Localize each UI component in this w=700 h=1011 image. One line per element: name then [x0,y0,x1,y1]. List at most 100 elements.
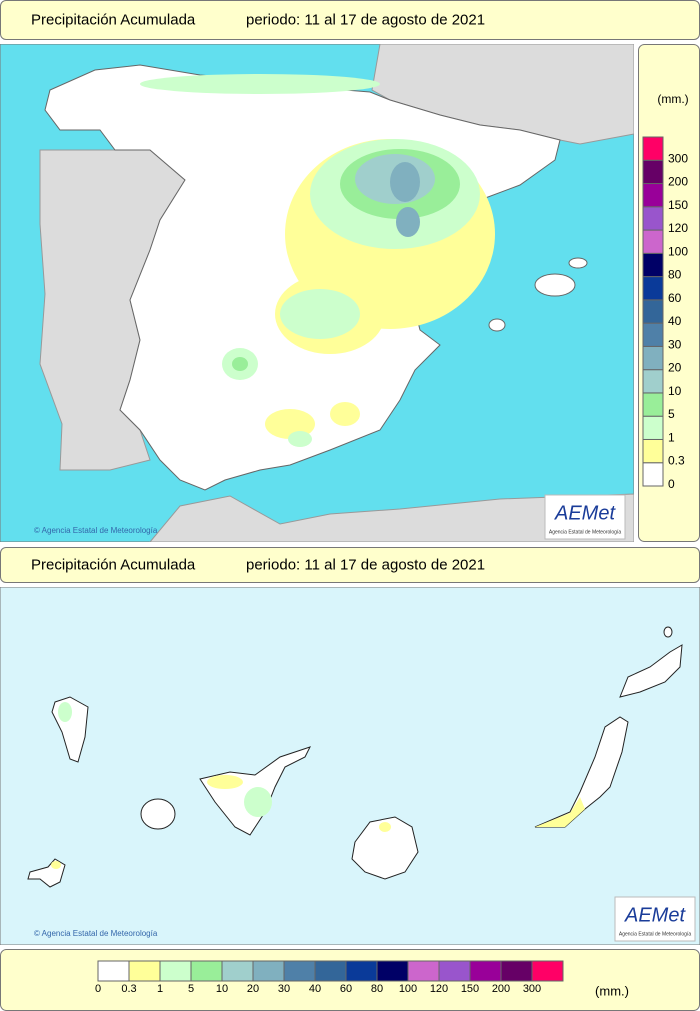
legend-label: 120 [430,983,448,995]
legend-label: 100 [399,983,417,995]
legend-label: 20 [247,983,259,995]
legend-swatch [642,276,664,301]
legend-label: 0.3 [668,454,685,468]
period: periodo: 11 al 17 de agosto de 2021 [246,11,486,29]
legend-swatch [252,960,285,982]
legend-swatch [221,960,254,982]
legend-swatch [438,960,471,982]
legend-label: 0 [668,477,675,491]
legend-label: 80 [668,268,682,282]
peninsula-map: © Agencia Estatal de Meteorología AEMet … [0,44,634,542]
map-shape [140,798,176,830]
legend-label: 1 [668,430,675,444]
legend-label: 200 [492,983,510,995]
legend-swatch [500,960,533,982]
map-shape [51,861,61,869]
frame [0,587,700,945]
credit: © Agencia Estatal de Meteorología [34,526,158,535]
legend-swatch [642,229,664,254]
map-shape [232,357,248,371]
legend-swatch [642,438,664,464]
logo-caption: Agencia Estatal de Meteorología [619,931,691,937]
map-shape [568,257,588,269]
legend-label: 30 [278,983,290,995]
title: Precipitación Acumulada [31,556,196,574]
map-shape [58,702,72,722]
legend-label: 30 [668,337,682,351]
legend-label: 120 [668,221,688,235]
legend-label: 40 [309,983,321,995]
legend-label: 20 [668,361,682,375]
legend-swatch [376,960,409,982]
legend-label: 5 [188,983,194,995]
frame [614,896,696,942]
legend-label: 0.3 [121,983,136,995]
legend-swatch [642,252,664,278]
legend-swatch [642,322,664,347]
map-shape [330,402,360,426]
map-shape [534,273,576,297]
map-shape [288,431,312,447]
map-shape [396,207,420,237]
map-shape [244,787,272,817]
map-shape [140,74,380,94]
legend-label: 10 [216,983,228,995]
canarias-map: © Agencia Estatal de Meteorología AEMet … [0,587,700,945]
map-shape [663,626,673,638]
legend-swatch [642,462,664,487]
logo: AEMet [624,904,686,926]
legend-swatch [642,392,664,417]
legend-swatch [642,299,664,324]
map-shape [488,318,506,332]
legend-label: 10 [668,384,682,398]
legend-label: 60 [668,291,682,305]
legend-swatch [642,369,664,394]
legend-label: 5 [668,407,675,421]
logo: AEMet [554,502,616,524]
legend-label: 1 [157,983,163,995]
map-shape [207,775,243,789]
frame [544,494,626,540]
legend-label: 100 [668,244,688,258]
legend-swatch [97,960,130,982]
period: periodo: 11 al 17 de agosto de 2021 [246,556,486,574]
legend-label: 40 [668,314,682,328]
map-shape [149,493,634,542]
legend-swatch [642,136,664,161]
legend-swatch [314,960,347,982]
legend-swatch [642,345,664,371]
legend-label: 60 [340,983,352,995]
legend-label: 150 [461,983,479,995]
legend-swatch [159,960,192,982]
credit: © Agencia Estatal de Meteorología [34,929,158,938]
legend-label: 300 [668,151,688,165]
legend-label: 0 [95,983,101,995]
legend-swatch [469,960,502,982]
map-shape [390,162,420,202]
legend-label: 80 [371,983,383,995]
legend-swatch [345,960,378,982]
header: Precipitación Acumulada periodo: 11 al 1… [0,0,700,40]
map-shape [619,644,683,698]
legend-swatch [128,960,161,982]
legend-label: 150 [668,198,688,212]
legend-swatch [642,415,664,440]
horizontal-legend: (mm.) 0 0.3 1 5 10 20 30 40 60 80 100 120 150 200 300 [0,949,700,1011]
map-shape [280,289,360,339]
legend-swatch [283,960,316,982]
legend-label: 300 [523,983,541,995]
legend-label: 200 [668,175,688,189]
legend-swatch [531,960,564,982]
legend-unit: (mm.) [595,983,629,998]
title: Precipitación Acumulada [31,11,196,29]
legend-unit: (mm.) [657,92,688,106]
legend-swatch [642,183,664,208]
map-shape [379,822,391,832]
header: Precipitación Acumulada periodo: 11 al 1… [0,547,700,583]
legend-swatch [190,960,223,982]
legend-swatch [642,159,664,185]
map-shape [535,797,585,827]
logo-caption: Agencia Estatal de Meteorología [549,529,621,535]
vertical-legend: (mm.) 0 0.3 1 5 10 20 30 40 60 80 100 120 150 200 300 [638,44,700,542]
